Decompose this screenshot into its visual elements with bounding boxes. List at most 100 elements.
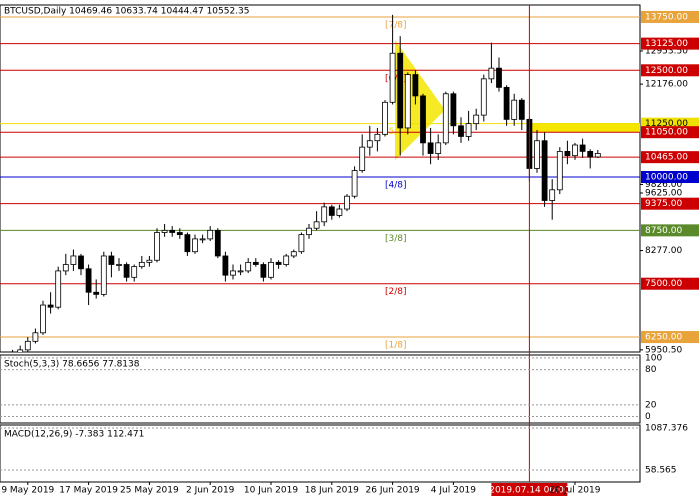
y-tick-label: 5950.50 xyxy=(645,345,682,355)
y-tick-label: 100 xyxy=(645,353,662,363)
candle-body xyxy=(138,261,145,268)
murray-label: [1/8] xyxy=(385,341,407,351)
candle-body xyxy=(442,93,449,144)
candle-body xyxy=(237,270,244,273)
level-label: 9375.00 xyxy=(645,199,682,209)
murray-label: [4/8] xyxy=(385,181,407,191)
level-label: 8750.00 xyxy=(645,226,682,236)
indicator-title: MACD(12,26,9) -7.383 112.471 xyxy=(4,430,144,440)
candle-body xyxy=(397,52,404,129)
level-label: 10465.00 xyxy=(645,153,688,163)
candle-body xyxy=(572,144,578,157)
candle-body xyxy=(556,150,563,191)
price-tag xyxy=(641,117,699,130)
candle-body xyxy=(161,229,168,233)
candle-body xyxy=(549,189,556,201)
level-label: 11050.00 xyxy=(645,128,688,138)
candle-body xyxy=(176,232,183,236)
y-tick-label: 0 xyxy=(645,412,651,422)
candle-body xyxy=(579,144,586,152)
x-tick-label: 2019.07.14 00:00 xyxy=(489,486,570,496)
candle-body xyxy=(503,86,510,120)
candle-body xyxy=(78,255,84,270)
candle-body xyxy=(541,140,548,201)
x-tick-label: 18 Jun 2019 xyxy=(305,486,359,496)
x-tick-label: 10 Jun 2019 xyxy=(244,486,298,496)
price-tag xyxy=(641,224,699,237)
y-tick-label: 9625.00 xyxy=(645,189,682,199)
candle-body xyxy=(108,255,115,265)
price-tag xyxy=(641,277,699,290)
candle-body xyxy=(32,332,39,342)
candle-body xyxy=(245,261,252,272)
candle-body xyxy=(328,206,335,216)
candle-body xyxy=(412,74,419,97)
stoch-panel xyxy=(0,354,641,424)
candle-body xyxy=(480,78,487,116)
candle-body xyxy=(344,195,350,210)
candle-body xyxy=(594,153,601,158)
candle-body xyxy=(85,268,92,293)
y-tick-label: 8277.00 xyxy=(645,246,682,256)
candle-body xyxy=(534,140,540,169)
murray-label: [3/8] xyxy=(385,234,407,244)
candle-body xyxy=(24,340,31,351)
murray-label: [7/8] xyxy=(385,20,407,30)
candle-body xyxy=(382,101,388,135)
candle-body xyxy=(366,140,373,148)
candle-body xyxy=(93,291,100,295)
candle-body xyxy=(306,227,312,236)
level-label: 13125.00 xyxy=(645,39,688,49)
price-tag xyxy=(641,151,699,164)
candle-body xyxy=(374,133,381,142)
candle-body xyxy=(488,67,495,80)
candle-body xyxy=(313,221,320,229)
candle-body xyxy=(587,150,594,158)
candle-body xyxy=(435,142,442,154)
candle-body xyxy=(100,255,107,295)
candle-body xyxy=(321,206,328,223)
candle-body xyxy=(465,123,472,137)
murray-label: [6/8] xyxy=(385,74,407,84)
candle-body xyxy=(511,99,518,120)
level-label: 12500.00 xyxy=(645,66,688,76)
x-tick-label: 26 Jun 2019 xyxy=(366,486,420,496)
level-label: 7500.00 xyxy=(645,279,682,289)
candle-body xyxy=(336,208,343,216)
price-tag xyxy=(641,331,699,344)
candle-body xyxy=(192,238,198,253)
main-panel xyxy=(0,4,641,353)
level-label: 10000.00 xyxy=(645,173,688,183)
candle-body xyxy=(154,232,160,261)
candle-body xyxy=(116,264,122,266)
candle-body xyxy=(62,264,69,272)
x-tick-label: 20 Jul 2019 xyxy=(550,486,601,496)
candle-body xyxy=(230,270,236,276)
level-label: 6250.00 xyxy=(645,333,682,343)
candle-body xyxy=(404,74,411,129)
candle-body xyxy=(359,146,366,172)
candle-body xyxy=(389,52,396,103)
candle-body xyxy=(123,264,130,278)
candle-body xyxy=(290,251,297,257)
candle-body xyxy=(17,349,24,352)
x-tick-label: 9 May 2019 xyxy=(1,486,54,496)
candles xyxy=(12,14,601,352)
candle-body xyxy=(207,229,214,240)
candle-body xyxy=(146,259,153,263)
price-tag xyxy=(641,126,699,139)
candle-body xyxy=(184,234,191,253)
candle-body xyxy=(70,255,77,265)
price-tag xyxy=(641,171,699,184)
candle-body xyxy=(275,261,282,265)
cursor-tag xyxy=(491,483,568,496)
price-tag xyxy=(641,37,699,50)
candle-body xyxy=(214,229,221,257)
candle-body xyxy=(427,142,434,154)
candle-body xyxy=(55,270,62,308)
price-tag xyxy=(641,64,699,77)
candle-body xyxy=(450,93,457,127)
candle-body xyxy=(40,304,46,334)
candle-body xyxy=(131,266,138,278)
y-tick-label: 20 xyxy=(645,400,657,410)
